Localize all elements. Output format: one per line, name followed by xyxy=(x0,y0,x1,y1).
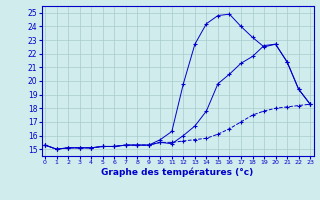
X-axis label: Graphe des températures (°c): Graphe des températures (°c) xyxy=(101,168,254,177)
